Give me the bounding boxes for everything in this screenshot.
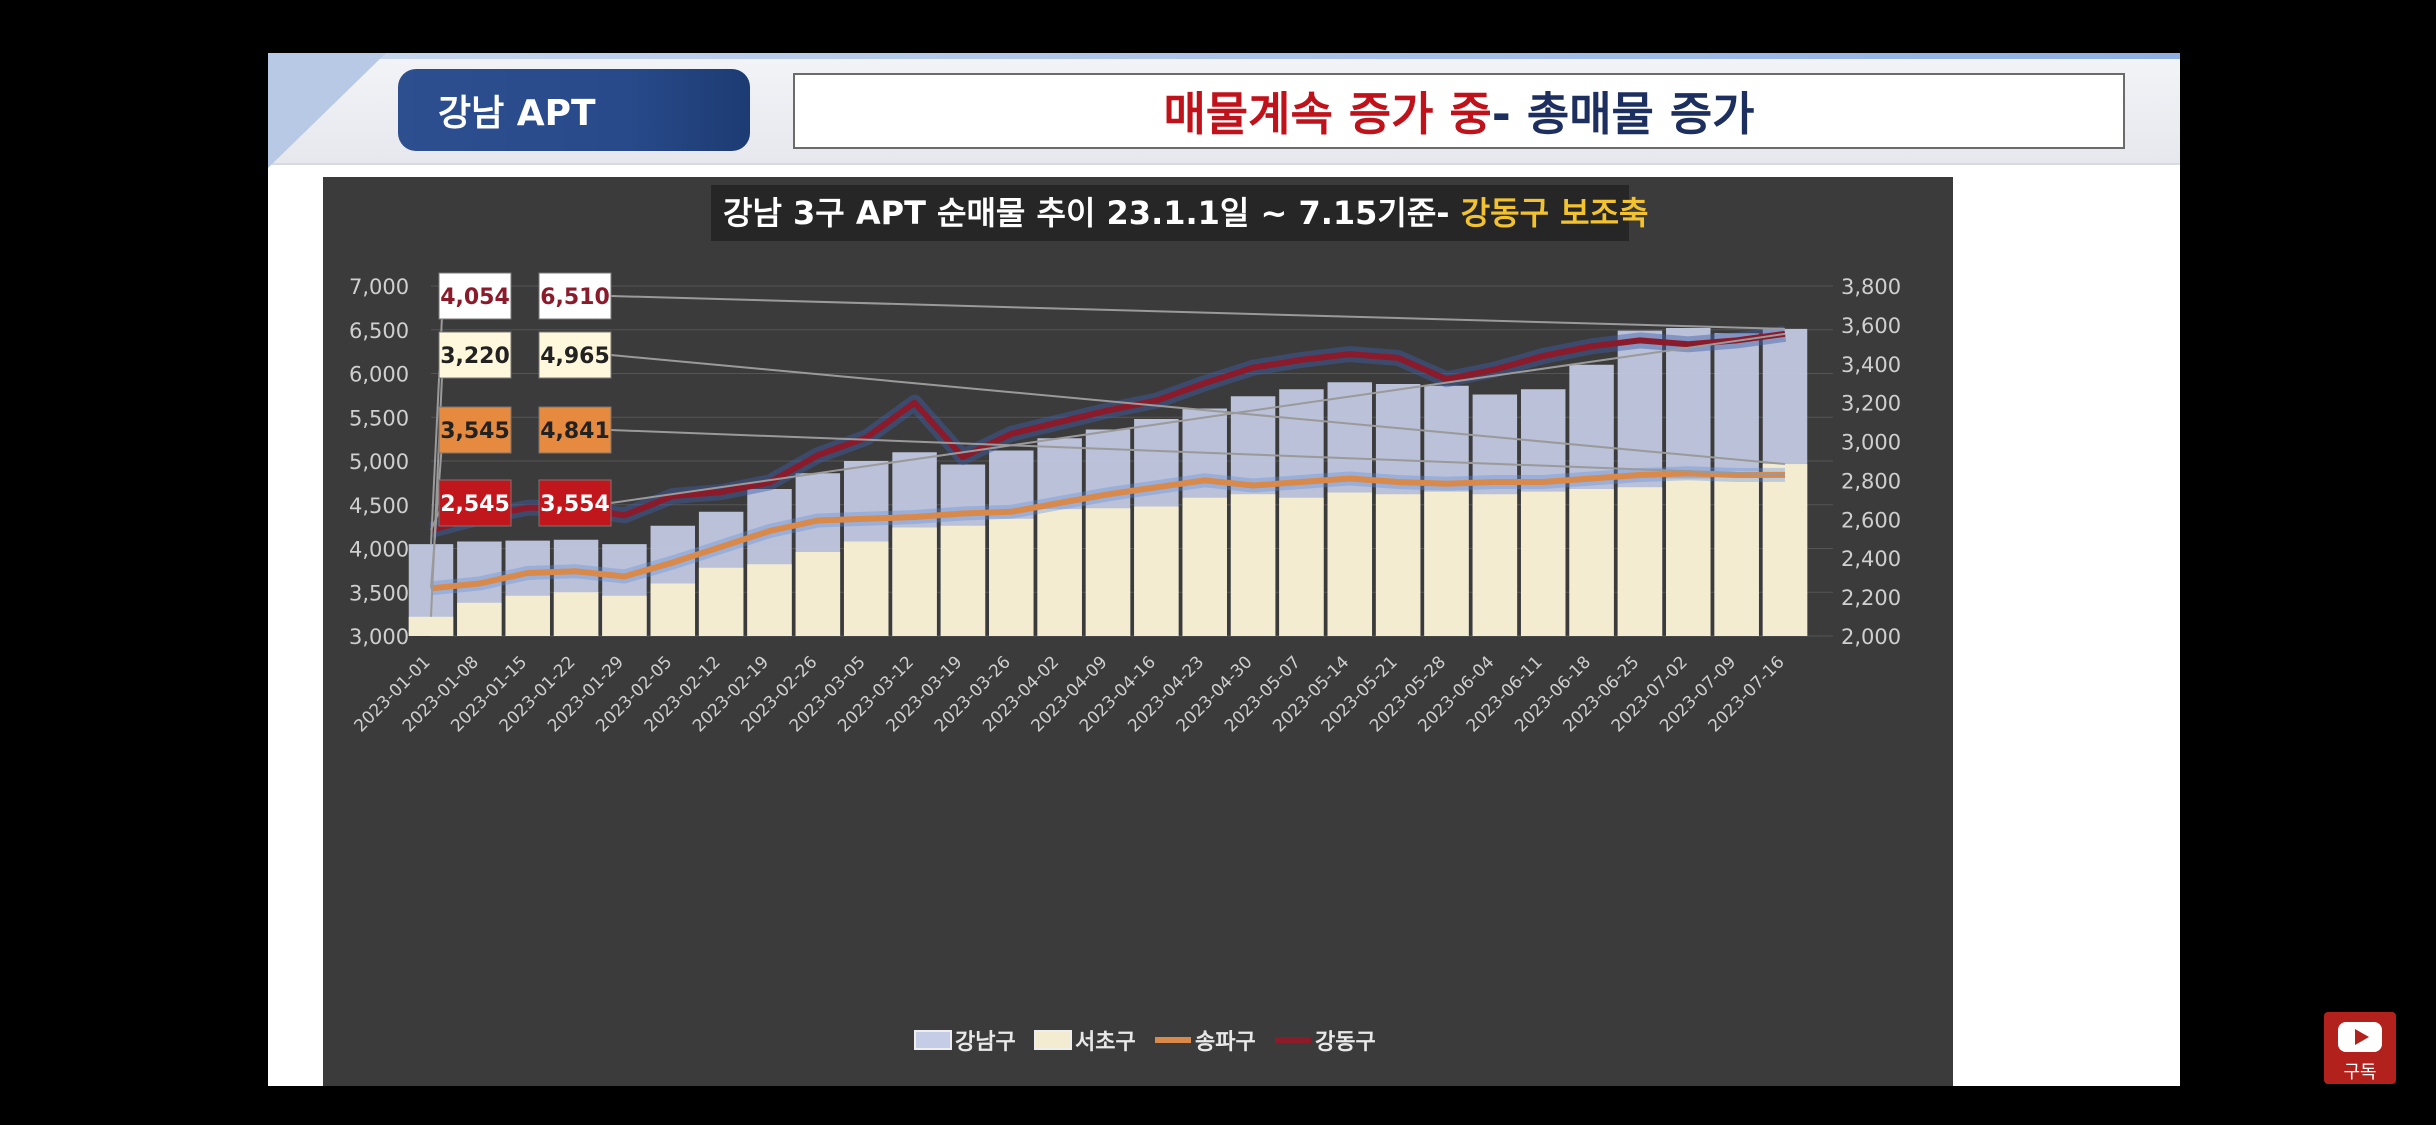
bar-seocho	[1424, 491, 1469, 636]
bar-seocho	[1762, 464, 1808, 636]
y-right-tick-label: 2,200	[1841, 586, 1901, 610]
y-right-tick-label: 3,400	[1841, 353, 1901, 377]
callout-box-last	[538, 479, 612, 527]
y-left-tick-label: 7,000	[349, 275, 409, 299]
header-accent-line	[268, 53, 2180, 59]
y-right-tick-label: 2,000	[1841, 625, 1901, 649]
legend-swatch	[1034, 1030, 1072, 1050]
callout-leader-line	[610, 429, 1786, 476]
legend-label: 강동구	[1315, 1030, 1376, 1055]
header-corner-decoration	[268, 53, 386, 168]
bar-seocho	[1182, 497, 1227, 636]
callout-box-last	[538, 406, 612, 454]
y-right-tick-label: 3,000	[1841, 431, 1901, 455]
bar-seocho	[602, 595, 647, 636]
y-left-tick-label: 4,000	[349, 538, 409, 562]
youtube-play-icon	[2338, 1022, 2382, 1052]
callout-first-value: 2,545	[440, 492, 510, 517]
y-right-tick-label: 2,800	[1841, 469, 1901, 493]
bar-seocho	[1569, 489, 1614, 636]
callout-box-last	[538, 272, 612, 320]
callout-last-value: 3,554	[540, 492, 610, 517]
subscribe-button[interactable]: 구독	[2324, 1012, 2396, 1084]
bar-seocho	[698, 567, 744, 636]
legend-label: 송파구	[1195, 1030, 1256, 1055]
bar-seocho	[795, 552, 841, 636]
bar-seocho	[457, 602, 502, 636]
y-left-tick-label: 3,000	[349, 625, 409, 649]
bar-seocho	[1085, 508, 1131, 636]
headline-navy-text: - 총매물 증가	[1491, 87, 1755, 141]
chart-title: 강남 3구 APT 순매물 추이 23.1.1일 ~ 7.15기준- 강동구 보…	[723, 194, 1648, 232]
y-left-tick-label: 6,500	[349, 319, 409, 343]
bar-seocho	[650, 583, 696, 636]
y-right-tick-label: 3,200	[1841, 392, 1901, 416]
bar-seocho	[1230, 494, 1276, 636]
y-right-tick-label: 2,400	[1841, 547, 1901, 571]
callout-box-last	[538, 331, 612, 379]
y-left-tick-label: 4,500	[349, 494, 409, 518]
y-left-tick-label: 5,500	[349, 406, 409, 430]
bar-seocho	[843, 541, 889, 636]
chart: 강남 3구 APT 순매물 추이 23.1.1일 ~ 7.15기준- 강동구 보…	[349, 185, 1901, 1055]
chart-title-bg	[711, 185, 1629, 241]
callout-last-value: 6,510	[540, 285, 610, 310]
legend-label: 서초구	[1075, 1030, 1136, 1055]
callout-leader-line	[610, 354, 1786, 466]
bar-seocho	[747, 564, 792, 636]
callout-first-value: 3,545	[440, 419, 510, 444]
callout-leader-line	[610, 332, 1786, 504]
bar-seocho	[1375, 494, 1421, 636]
legend-label: 강남구	[955, 1030, 1016, 1055]
callout-leader-line	[610, 295, 1786, 330]
bar-seocho	[940, 525, 986, 636]
callout-first-value: 3,220	[440, 344, 510, 369]
chart-panel: 강남 3구 APT 순매물 추이 23.1.1일 ~ 7.15기준- 강동구 보…	[323, 177, 1953, 1086]
series-line-songpa	[430, 470, 1786, 592]
headline-red-text: 매물계속 증가 중	[1163, 87, 1492, 141]
section-tag: 강남 APT	[398, 69, 750, 151]
y-right-tick-label: 2,600	[1841, 508, 1901, 532]
callout-box-first	[438, 272, 512, 320]
callout-box-first	[438, 406, 512, 454]
callout-box-first	[438, 479, 512, 527]
callout-leader-line	[430, 429, 444, 589]
bar-seocho	[505, 595, 550, 636]
bar-seocho	[1714, 471, 1759, 636]
subscribe-label: 구독	[2343, 1062, 2377, 1083]
callout-last-value: 4,965	[540, 344, 610, 369]
bar-seocho	[892, 527, 937, 636]
bar-seocho	[1279, 497, 1324, 636]
bar-seocho	[1666, 478, 1711, 636]
headline: 매물계속 증가 중 - 총매물 증가	[793, 73, 2125, 149]
y-left-tick-label: 6,000	[349, 363, 409, 387]
y-left-tick-label: 3,500	[349, 581, 409, 605]
callout-last-value: 4,841	[540, 419, 610, 444]
series-line-gangdong	[430, 330, 1786, 533]
callout-first-value: 4,054	[440, 285, 510, 310]
bar-seocho	[1520, 491, 1566, 636]
bar-seocho	[1134, 506, 1179, 636]
legend-swatch	[914, 1030, 952, 1050]
callout-box-first	[438, 331, 512, 379]
bar-seocho	[408, 616, 454, 636]
chart-title-highlight: 강동구 보조축	[1450, 194, 1649, 232]
bar-seocho	[1617, 487, 1663, 636]
bar-seocho	[553, 592, 599, 636]
y-right-tick-label: 3,600	[1841, 314, 1901, 338]
bar-seocho	[1327, 492, 1373, 636]
bar-seocho	[1472, 494, 1518, 636]
y-left-tick-label: 5,000	[349, 450, 409, 474]
chart-title-main: 강남 3구 APT 순매물 추이 23.1.1일 ~ 7.15기준-	[723, 194, 1450, 232]
y-right-tick-label: 3,800	[1841, 275, 1901, 299]
bar-seocho	[1037, 509, 1082, 636]
bar-seocho	[989, 518, 1034, 636]
slide: 강남 APT 매물계속 증가 중 - 총매물 증가 강남 3구 APT 순매물 …	[268, 53, 2180, 1086]
